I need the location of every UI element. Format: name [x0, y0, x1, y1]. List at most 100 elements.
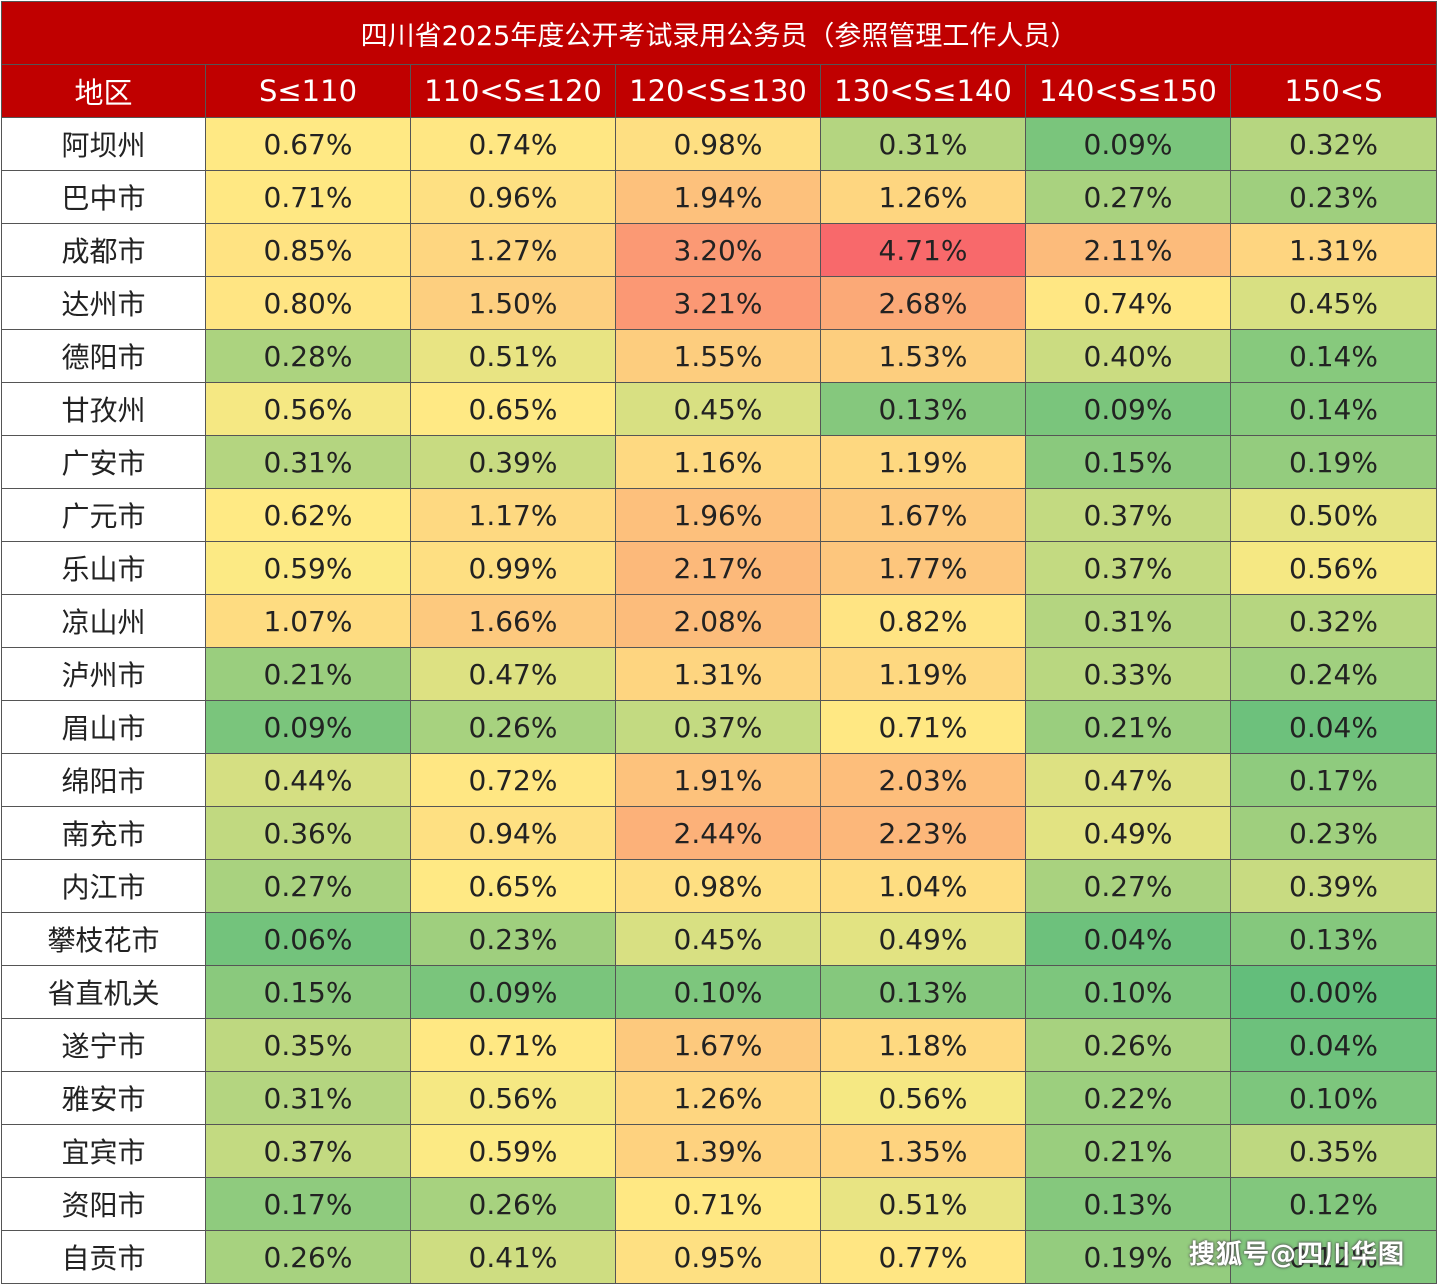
heatmap-cell: 0.49% — [1025, 806, 1231, 860]
heatmap-cell: 0.94% — [410, 806, 616, 860]
table-row: 资阳市 0.17% 0.26% 0.71% 0.51% 0.13% 0.12% — [1, 1177, 1437, 1231]
heatmap-cell: 0.15% — [205, 965, 411, 1019]
region-label: 绵阳市 — [1, 753, 206, 807]
column-header: 120<S≤130 — [615, 64, 821, 118]
region-label: 南充市 — [1, 806, 206, 860]
region-label: 乐山市 — [1, 541, 206, 595]
heatmap-cell: 0.14% — [1230, 382, 1437, 436]
heatmap-cell: 0.21% — [1025, 700, 1231, 754]
heatmap-cell: 0.37% — [1025, 488, 1231, 542]
heatmap-cell: 0.21% — [205, 647, 411, 701]
table-row: 眉山市 0.09% 0.26% 0.37% 0.71% 0.21% 0.04% — [1, 700, 1437, 754]
heatmap-cell: 0.67% — [205, 117, 411, 171]
heatmap-cell: 1.27% — [410, 223, 616, 277]
region-label: 自贡市 — [1, 1230, 206, 1284]
heatmap-cell: 0.31% — [205, 1071, 411, 1125]
heatmap-cell: 0.24% — [1230, 647, 1437, 701]
table-row: 宜宾市 0.37% 0.59% 1.39% 1.35% 0.21% 0.35% — [1, 1124, 1437, 1178]
heatmap-cell: 0.47% — [1025, 753, 1231, 807]
heatmap-cell: 0.41% — [410, 1230, 616, 1284]
heatmap-cell: 0.56% — [1230, 541, 1437, 595]
heatmap-cell: 0.12% — [1230, 1177, 1437, 1231]
table-row: 凉山州 1.07% 1.66% 2.08% 0.82% 0.31% 0.32% — [1, 594, 1437, 648]
heatmap-cell: 0.39% — [410, 435, 616, 489]
heatmap-cell: 1.19% — [820, 647, 1026, 701]
heatmap-cell: 1.55% — [615, 329, 821, 383]
heatmap-cell: 0.65% — [410, 859, 616, 913]
heatmap-cell: 1.31% — [1230, 223, 1437, 277]
heatmap-cell: 1.66% — [410, 594, 616, 648]
heatmap-cell: 0.98% — [615, 117, 821, 171]
heatmap-cell: 0.33% — [1025, 647, 1231, 701]
heatmap-cell: 0.45% — [1230, 276, 1437, 330]
heatmap-cell: 0.04% — [1230, 700, 1437, 754]
heatmap-cell: 2.17% — [615, 541, 821, 595]
region-label: 阿坝州 — [1, 117, 206, 171]
region-label: 达州市 — [1, 276, 206, 330]
region-label: 德阳市 — [1, 329, 206, 383]
region-label: 攀枝花市 — [1, 912, 206, 966]
heatmap-cell: 4.71% — [820, 223, 1026, 277]
region-label: 广安市 — [1, 435, 206, 489]
heatmap-cell: 0.37% — [615, 700, 821, 754]
heatmap-cell: 0.10% — [1230, 1071, 1437, 1125]
heatmap-cell: 0.39% — [1230, 859, 1437, 913]
heatmap-cell: 0.27% — [1025, 859, 1231, 913]
heatmap-cell: 0.59% — [410, 1124, 616, 1178]
region-label: 资阳市 — [1, 1177, 206, 1231]
heatmap-cell: 0.50% — [1230, 488, 1437, 542]
heatmap-cell: 0.85% — [205, 223, 411, 277]
table-row: 泸州市 0.21% 0.47% 1.31% 1.19% 0.33% 0.24% — [1, 647, 1437, 701]
heatmap-cell: 0.23% — [1230, 806, 1437, 860]
heatmap-cell: 1.19% — [820, 435, 1026, 489]
region-label: 眉山市 — [1, 700, 206, 754]
heatmap-cell: 1.67% — [615, 1018, 821, 1072]
heatmap-cell: 0.37% — [205, 1124, 411, 1178]
heatmap-cell: 0.40% — [1025, 329, 1231, 383]
heatmap-cell: 0.19% — [1230, 435, 1437, 489]
heatmap-cell: 0.04% — [1230, 1018, 1437, 1072]
heatmap-cell: 0.06% — [205, 912, 411, 966]
heatmap-cell: 1.67% — [820, 488, 1026, 542]
heatmap-cell: 0.47% — [410, 647, 616, 701]
column-header: 110<S≤120 — [410, 64, 616, 118]
region-label: 遂宁市 — [1, 1018, 206, 1072]
heatmap-cell: 1.39% — [615, 1124, 821, 1178]
heatmap-cell: 1.26% — [615, 1071, 821, 1125]
column-header: 130<S≤140 — [820, 64, 1026, 118]
heatmap-cell: 0.31% — [205, 435, 411, 489]
heatmap-cell: 1.35% — [820, 1124, 1026, 1178]
heatmap-cell: 0.62% — [205, 488, 411, 542]
heatmap-cell: 0.44% — [205, 753, 411, 807]
row-header: 地区 — [1, 64, 206, 118]
column-header: 140<S≤150 — [1025, 64, 1231, 118]
heatmap-cell: 1.07% — [205, 594, 411, 648]
table-row: 南充市 0.36% 0.94% 2.44% 2.23% 0.49% 0.23% — [1, 806, 1437, 860]
heatmap-cell: 1.77% — [820, 541, 1026, 595]
table-row: 阿坝州 0.67% 0.74% 0.98% 0.31% 0.09% 0.32% — [1, 117, 1437, 171]
heatmap-cell: 0.13% — [1230, 912, 1437, 966]
heatmap-cell: 0.27% — [205, 859, 411, 913]
heatmap-cell: 1.94% — [615, 170, 821, 224]
heatmap-cell: 0.09% — [1025, 117, 1231, 171]
heatmap-cell: 0.17% — [205, 1177, 411, 1231]
heatmap-cell: 2.03% — [820, 753, 1026, 807]
heatmap-cell: 0.56% — [410, 1071, 616, 1125]
heatmap-cell: 0.71% — [615, 1177, 821, 1231]
table-row: 广安市 0.31% 0.39% 1.16% 1.19% 0.15% 0.19% — [1, 435, 1437, 489]
heatmap-cell: 0.28% — [205, 329, 411, 383]
region-label: 泸州市 — [1, 647, 206, 701]
heatmap-cell: 1.26% — [820, 170, 1026, 224]
heatmap-cell: 1.31% — [615, 647, 821, 701]
heatmap-cell: 0.12% — [1230, 1230, 1437, 1284]
heatmap-cell: 0.31% — [1025, 594, 1231, 648]
heatmap-cell: 0.09% — [410, 965, 616, 1019]
region-label: 巴中市 — [1, 170, 206, 224]
table-row: 遂宁市 0.35% 0.71% 1.67% 1.18% 0.26% 0.04% — [1, 1018, 1437, 1072]
heatmap-cell: 0.10% — [1025, 965, 1231, 1019]
heatmap-cell: 0.74% — [410, 117, 616, 171]
heatmap-cell: 0.17% — [1230, 753, 1437, 807]
heatmap-cell: 1.91% — [615, 753, 821, 807]
